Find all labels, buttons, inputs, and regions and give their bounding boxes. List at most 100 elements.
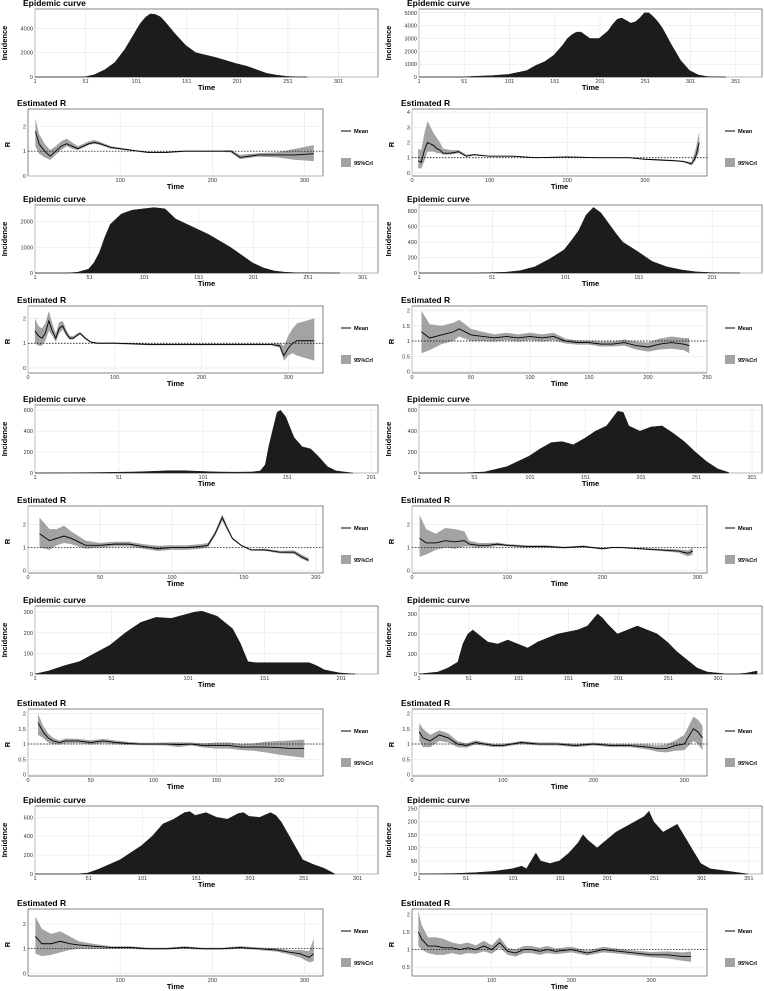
y-tick-label: 4000 [21, 26, 33, 32]
y-axis-label: R [3, 338, 12, 344]
x-tick-label: 101 [132, 79, 141, 85]
y-tick-label: 2 [23, 712, 26, 718]
x-tick-label: 201 [337, 676, 346, 682]
y-tick-label: 600 [408, 408, 417, 414]
x-tick-label: 101 [561, 275, 570, 281]
x-tick-label: 251 [650, 876, 659, 882]
x-tick-label: 251 [664, 676, 673, 682]
y-tick-label: 2 [407, 141, 410, 147]
x-tick-label: 151 [192, 876, 201, 882]
mean-line [34, 319, 315, 357]
x-tick-label: 251 [303, 275, 312, 281]
legend-mean-label: Mean [354, 729, 369, 735]
y-tick-label: 0 [30, 271, 33, 277]
x-tick-label: 301 [353, 876, 362, 882]
x-tick-label: 0 [410, 178, 413, 184]
legend-cri-label: 95%CrI [738, 358, 757, 364]
legend-cri-key [341, 758, 351, 767]
x-tick-label: 151 [182, 79, 191, 85]
cri-band [419, 716, 703, 753]
x-tick-label: 300 [693, 575, 702, 581]
y-axis-label: Incidence [384, 823, 393, 858]
x-tick-label: 51 [489, 275, 495, 281]
legend-cri-label: 95%CrI [738, 161, 757, 167]
panel-title: Epidemic curve [23, 595, 86, 605]
y-tick-label: 100 [408, 846, 417, 852]
legend-mean-label: Mean [738, 326, 753, 332]
panel-estimated-r-2: Estimated R 100 200 300 0 1 2 Time R Mean 95%CrI [3, 98, 373, 191]
y-tick-label: 1 [23, 341, 26, 347]
y-tick-label: 0.5 [402, 757, 410, 763]
legend-cri-label: 95%CrI [354, 558, 373, 564]
x-tick-label: 200 [643, 375, 652, 381]
y-axis-label: R [3, 741, 12, 747]
y-tick-label: 2 [23, 124, 26, 130]
x-tick-label: 201 [603, 876, 612, 882]
x-tick-label: 51 [471, 475, 477, 481]
legend-cri-label: 95%CrI [354, 161, 373, 167]
x-axis-label: Time [551, 379, 568, 388]
incidence-area [418, 810, 748, 875]
legend-mean-label: Mean [354, 929, 369, 935]
y-tick-label: 0 [23, 569, 26, 575]
panel-title: Epidemic curve [23, 795, 86, 805]
mean-line [418, 728, 703, 750]
x-tick-label: 101 [509, 876, 518, 882]
plot-area [27, 305, 324, 374]
x-tick-label: 50 [97, 575, 103, 581]
legend-cri-label: 95%CrI [354, 358, 373, 364]
y-tick-label: 400 [24, 429, 33, 435]
plot-area [411, 908, 708, 977]
y-tick-label: 0 [30, 75, 33, 81]
legend-mean-label: Mean [738, 729, 753, 735]
mean-line [417, 931, 692, 958]
x-axis-label: Time [582, 279, 599, 288]
y-axis-label: Incidence [384, 222, 393, 257]
y-tick-label: 2 [407, 522, 410, 528]
incidence-area [419, 411, 729, 474]
incidence-area [35, 811, 336, 875]
y-axis-label: Incidence [384, 422, 393, 457]
panel-estimated-r-6: Estimated R 0 100 200 300 0 1 2 Time R Mean 95%CrI [3, 295, 373, 388]
y-tick-label: 2 [23, 922, 26, 928]
y-tick-label: 1 [23, 546, 26, 552]
legend-mean-label: Mean [738, 929, 753, 935]
x-tick-label: 200 [589, 778, 598, 784]
y-axis-label: R [387, 141, 396, 147]
mean-line [421, 328, 690, 348]
x-tick-label: 100 [149, 778, 158, 784]
legend-cri-key [725, 958, 735, 967]
x-tick-label: 200 [274, 778, 283, 784]
y-tick-label: 0 [407, 171, 410, 177]
panel-estimated-r-14: Estimated R 0 50 100 150 200 0 0.5 1 1.5 2 Time R Mea… [3, 698, 373, 791]
y-axis-label: Incidence [0, 422, 9, 457]
x-tick-label: 251 [299, 876, 308, 882]
x-tick-label: 100 [487, 978, 496, 984]
x-tick-label: 1 [417, 79, 420, 85]
panel-title: Epidemic curve [23, 394, 86, 404]
x-axis-label: Time [582, 680, 599, 689]
panel-title: Estimated R [401, 698, 450, 708]
x-tick-label: 300 [300, 978, 309, 984]
y-axis-label: Incidence [0, 623, 9, 658]
legend-cri-key [341, 555, 351, 564]
x-axis-label: Time [551, 982, 568, 991]
y-tick-label: 0 [23, 366, 26, 372]
x-tick-label: 251 [283, 79, 292, 85]
x-tick-label: 151 [194, 275, 203, 281]
y-tick-label: 1.5 [402, 727, 410, 733]
x-tick-label: 101 [140, 275, 149, 281]
y-tick-label: 1000 [405, 62, 417, 68]
x-tick-label: 301 [713, 676, 722, 682]
y-tick-label: 600 [24, 815, 33, 821]
panel-estimated-r-10: Estimated R 0 50 100 150 200 0 1 2 Time R Mean 95%Cr… [3, 495, 373, 588]
x-tick-label: 300 [680, 778, 689, 784]
cri-band [34, 310, 315, 361]
x-tick-label: 151 [564, 676, 573, 682]
mean-line [39, 516, 309, 561]
y-axis-label: Incidence [0, 26, 9, 61]
y-axis-label: R [387, 538, 396, 544]
y-tick-label: 1.5 [18, 727, 26, 733]
y-axis-label: Incidence [0, 222, 9, 257]
